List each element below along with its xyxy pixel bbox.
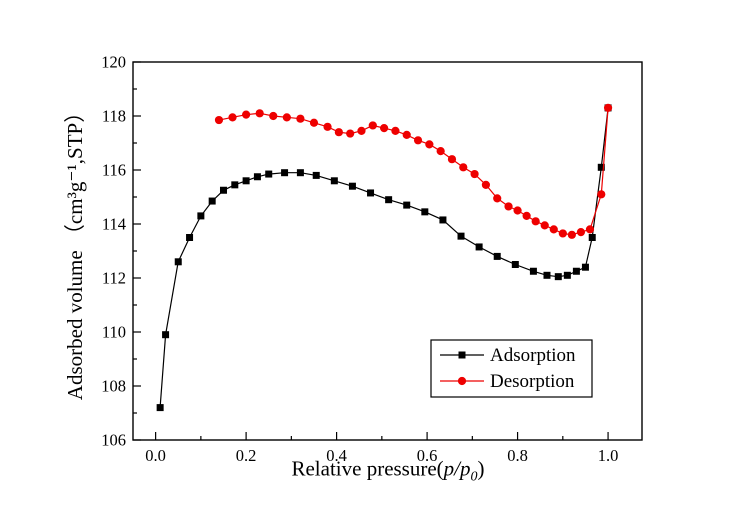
x-tick-label: 1.0 <box>598 446 619 465</box>
x-tick-label: 0.2 <box>236 446 257 465</box>
legend-label-desorption: Desorption <box>490 371 575 392</box>
legend-label-adsorption: Adsorption <box>490 345 576 366</box>
x-tick-label: 0.8 <box>507 446 528 465</box>
y-tick-label: 116 <box>102 161 126 180</box>
x-axis-title-subscript: 0 <box>470 469 478 485</box>
x-axis-title: Relative pressure(p/p0) <box>291 457 484 486</box>
legend: Adsorption Desorption <box>430 339 593 398</box>
y-tick-label: 118 <box>102 107 126 126</box>
y-tick-label: 110 <box>102 323 126 342</box>
x-axis-title-suffix: ) <box>477 456 485 481</box>
y-axis-title: Adsorbed volume （cm³g⁻¹,STP） <box>63 101 87 401</box>
y-tick-label: 120 <box>101 53 126 72</box>
x-axis-title-italic: p/p <box>443 456 471 481</box>
y-tick-label: 112 <box>102 269 126 288</box>
y-tick-labels: 106 108 110 112 114 116 118 120 <box>101 53 126 450</box>
y-tick-label: 106 <box>101 431 126 450</box>
x-tick-label: 0.4 <box>326 446 347 465</box>
x-axis-ticks <box>155 432 609 440</box>
x-tick-labels: 0.0 0.2 0.4 0.6 0.8 1.0 <box>145 446 618 465</box>
x-tick-label: 0.6 <box>417 446 438 465</box>
y-tick-label: 108 <box>101 377 126 396</box>
y-axis-ticks <box>133 61 141 441</box>
x-tick-label: 0.0 <box>145 446 166 465</box>
series-desorption <box>214 103 613 239</box>
x-axis-title-prefix: Relative pressure( <box>291 456 444 481</box>
y-tick-label: 114 <box>102 215 126 234</box>
